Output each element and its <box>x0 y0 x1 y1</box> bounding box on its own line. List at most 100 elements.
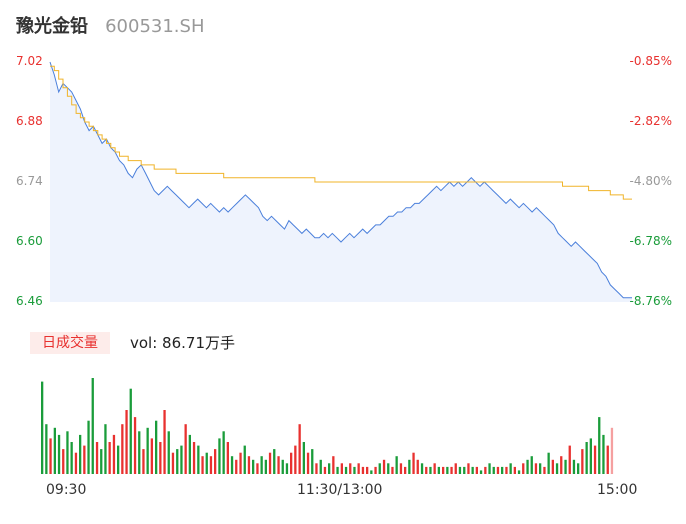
volume-bar <box>404 466 407 474</box>
price-line <box>49 61 632 299</box>
volume-bar <box>41 381 44 474</box>
volume-bar <box>108 442 111 474</box>
volume-bar <box>399 463 403 474</box>
volume-bar <box>581 449 584 474</box>
y-left-tick: 6.88 <box>16 114 43 128</box>
volume-bar <box>568 445 571 474</box>
y-left-tick: 6.46 <box>16 294 43 308</box>
volume-bar <box>150 438 153 474</box>
volume-bar <box>429 466 432 474</box>
volume-bar <box>171 452 175 474</box>
volume-bar <box>192 442 196 474</box>
volume-bar <box>446 466 449 474</box>
volume-bar <box>133 417 137 474</box>
volume-bar <box>610 427 614 474</box>
volume-bar <box>74 452 78 474</box>
volume-bar <box>83 445 86 474</box>
x-tick-close: 15:00 <box>597 482 638 498</box>
volume-bar <box>222 431 225 474</box>
y-left-tick: 6.74 <box>16 174 43 188</box>
volume-bar <box>349 463 352 474</box>
volume-bar <box>425 466 428 474</box>
volume-bar <box>247 456 251 474</box>
volume-bar <box>95 442 99 474</box>
volume-bar <box>547 452 550 474</box>
volume-bar <box>378 463 381 474</box>
volume-bar <box>252 459 255 474</box>
stock-code: 600531.SH <box>105 16 205 37</box>
volume-bar <box>564 459 567 474</box>
volume-bar <box>146 427 149 474</box>
volume-bar <box>340 463 343 474</box>
volume-bar <box>374 466 377 474</box>
y-right-tick: -0.85% <box>629 54 672 68</box>
volume-bar <box>513 466 516 474</box>
volume-bar <box>526 459 529 474</box>
volume-bar <box>572 459 576 474</box>
volume-bar <box>479 470 483 474</box>
volume-bar <box>264 459 267 474</box>
volume-bar <box>353 466 356 474</box>
volume-bar <box>100 449 103 474</box>
volume-bar <box>230 456 234 474</box>
y-right-tick: -8.76% <box>629 294 672 308</box>
volume-bar <box>62 449 65 474</box>
volume-bar <box>416 459 419 474</box>
volume-bar <box>117 445 120 474</box>
volume-bar <box>382 459 386 474</box>
volume-bar <box>176 449 179 474</box>
volume-bar <box>530 456 533 474</box>
x-tick-open: 09:30 <box>46 482 87 498</box>
volume-bar <box>45 424 48 474</box>
volume-bar <box>290 452 293 474</box>
volume-bar <box>163 410 166 474</box>
volume-bar <box>167 431 170 474</box>
volume-bar <box>260 456 263 474</box>
volume-bar <box>226 442 229 474</box>
volume-bar <box>180 445 183 474</box>
volume-bar <box>323 466 327 474</box>
volume-bar <box>302 442 305 474</box>
volume-bar <box>509 463 512 474</box>
volume-bar <box>357 463 360 474</box>
volume-bar <box>420 463 424 474</box>
volume-bar <box>57 434 61 474</box>
volume-bar <box>121 424 124 474</box>
volume-bar <box>159 442 162 474</box>
volume-bar <box>142 449 145 474</box>
volume-bar <box>184 424 187 474</box>
volume-bar <box>79 434 82 474</box>
volume-bar <box>555 463 559 474</box>
volume-bar <box>66 431 69 474</box>
volume-bar <box>311 449 314 474</box>
volume-bar <box>277 456 280 474</box>
volume-bar <box>437 466 440 474</box>
volume-bar <box>442 466 445 474</box>
volume-bar <box>602 434 605 474</box>
volume-bar <box>91 378 94 474</box>
volume-bar <box>577 463 580 474</box>
volume-bar <box>205 452 208 474</box>
volume-bar <box>239 452 242 474</box>
stock-header: 豫光金铅 600531.SH <box>16 12 205 40</box>
volume-bar <box>294 445 297 474</box>
volume-bar <box>209 456 213 474</box>
volume-bar <box>522 463 525 474</box>
volume-bar <box>235 459 238 474</box>
x-tick-midday: 11:30/13:00 <box>297 482 383 498</box>
stock-name: 豫光金铅 <box>16 16 88 37</box>
volume-bar <box>155 420 158 474</box>
volume-bar <box>315 463 318 474</box>
volume-bar <box>112 434 116 474</box>
y-right-tick: -2.82% <box>629 114 672 128</box>
volume-bar <box>53 427 56 474</box>
volume-bar <box>551 459 554 474</box>
volume-bar <box>450 466 453 474</box>
volume-bar <box>129 388 132 474</box>
volume-bar <box>492 466 495 474</box>
volume-bar <box>560 456 563 474</box>
average-price-line <box>50 65 632 200</box>
volume-bar <box>475 466 478 474</box>
volume-bar <box>214 449 217 474</box>
